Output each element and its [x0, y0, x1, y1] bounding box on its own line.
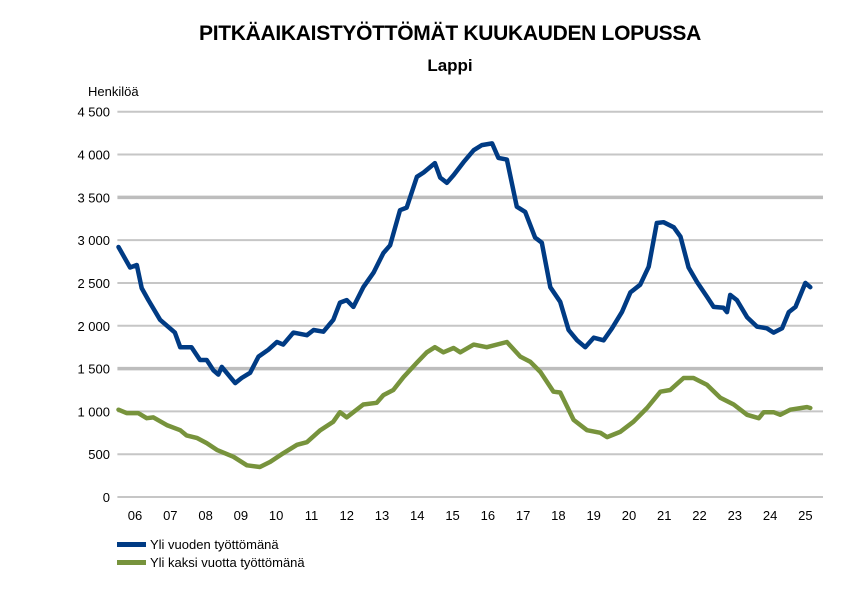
x-tick-label: 09: [234, 508, 248, 523]
chart-title: PITKÄAIKAISTYÖTTÖMÄT KUUKAUDEN LOPUSSA: [199, 22, 701, 45]
x-tick-label: 14: [410, 508, 424, 523]
y-tick-label: 1 000: [77, 404, 110, 419]
y-tick-label: 4 000: [77, 148, 110, 163]
x-tick-label: 17: [516, 508, 530, 523]
legend-swatch-green: [117, 560, 146, 565]
y-tick-label: 3 000: [77, 233, 110, 248]
x-tick-label: 13: [375, 508, 389, 523]
legend-item-over-one-year: Yli vuoden työttömänä: [117, 537, 279, 552]
x-tick-label: 24: [763, 508, 777, 523]
x-tick-label: 18: [551, 508, 565, 523]
x-tick-label: 22: [692, 508, 706, 523]
y-tick-label: 500: [88, 447, 110, 462]
legend-swatch-blue: [117, 542, 146, 547]
x-tick-label: 06: [128, 508, 142, 523]
x-tick-label: 23: [728, 508, 742, 523]
series-line-over-one-year: [116, 141, 813, 386]
legend-label: Yli kaksi vuotta työttömänä: [150, 555, 305, 570]
x-tick-label: 10: [269, 508, 283, 523]
x-tick-label: 12: [339, 508, 353, 523]
x-tick-label: 11: [305, 508, 319, 523]
chart-subtitle: Lappi: [427, 56, 473, 75]
x-tick-label: 16: [481, 508, 495, 523]
y-tick-label: 2 000: [77, 319, 110, 334]
legend-label: Yli vuoden työttömänä: [150, 537, 279, 552]
x-tick-label: 19: [586, 508, 600, 523]
legend-item-over-two-years: Yli kaksi vuotta työttömänä: [117, 555, 305, 570]
x-tick-label: 15: [445, 508, 459, 523]
y-tick-label: 2 500: [77, 276, 110, 291]
y-tick-label: 0: [103, 490, 110, 505]
y-tick-label: 3 500: [77, 190, 110, 205]
x-tick-label: 21: [657, 508, 671, 523]
x-tick-label: 07: [163, 508, 177, 523]
series-line-over-two-years: [116, 339, 813, 470]
y-tick-label: 1 500: [77, 362, 110, 377]
x-tick-label: 20: [622, 508, 636, 523]
x-tick-label: 08: [198, 508, 212, 523]
x-tick-label: 25: [798, 508, 812, 523]
y-tick-label: 4 500: [77, 105, 110, 120]
y-axis-label: Henkilöä: [88, 84, 139, 99]
